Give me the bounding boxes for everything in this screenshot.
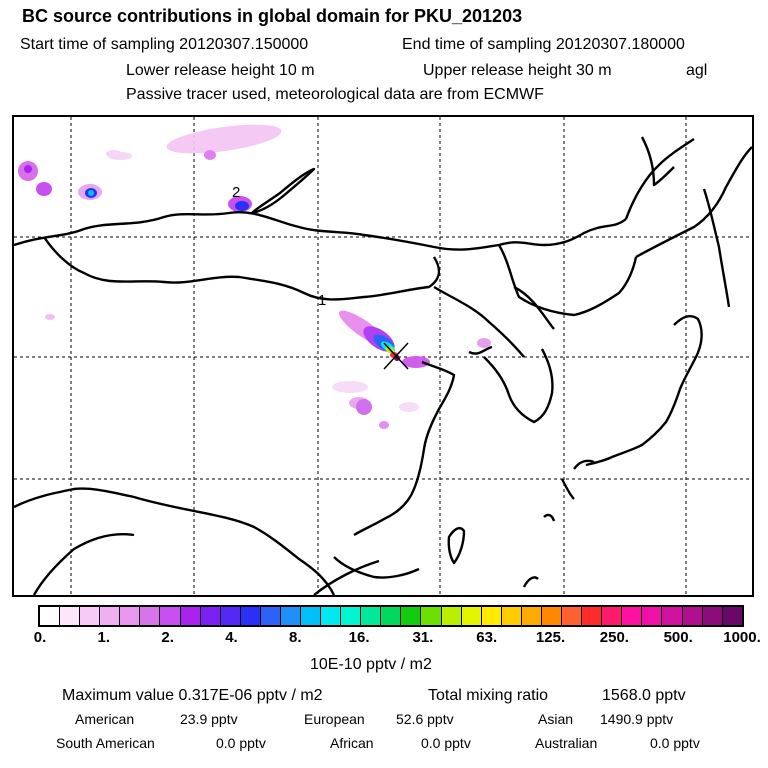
source-contribution-map: 1 2 bbox=[12, 115, 754, 597]
colorbar-segment bbox=[120, 607, 141, 625]
colorbar-segment bbox=[220, 607, 241, 625]
agl-label: agl bbox=[686, 62, 708, 79]
colorbar-tick-label: 2. bbox=[161, 629, 174, 646]
colorbar-tick-label: 31. bbox=[412, 629, 434, 646]
map-title: BC source contributions in global domain… bbox=[22, 6, 523, 26]
european-value: 52.6 pptv bbox=[396, 711, 454, 727]
colorbar-tick-label: 1. bbox=[97, 629, 111, 646]
colorbar-tick-label: 63. bbox=[476, 629, 498, 646]
colorbar-tick-label: 16. bbox=[348, 629, 370, 646]
african-value: 0.0 pptv bbox=[421, 735, 471, 751]
colorbar-segment bbox=[60, 607, 81, 625]
lower-release-label: Lower release height 10 m bbox=[126, 62, 315, 79]
colorbar-tick-label: 125. bbox=[535, 629, 566, 646]
colorbar-segment bbox=[682, 607, 703, 625]
asian-value: 1490.9 pptv bbox=[600, 711, 674, 727]
colorbar-segment bbox=[461, 607, 482, 625]
asian-label: Asian bbox=[538, 711, 574, 727]
colorbar-segment bbox=[341, 607, 362, 625]
upper-release-label: Upper release height 30 m bbox=[423, 62, 612, 79]
colorbar-segment bbox=[501, 607, 522, 625]
max-value-label: Maximum value 0.317E-06 pptv / m2 bbox=[62, 687, 323, 704]
colorbar-tick-label: 0. bbox=[33, 629, 47, 646]
colorbar-segment bbox=[702, 607, 723, 625]
australian-label: Australian bbox=[535, 735, 598, 751]
colorbar-segment bbox=[401, 607, 422, 625]
colorbar-segment bbox=[180, 607, 201, 625]
colorbar-segment bbox=[521, 607, 542, 625]
colorbar-segment bbox=[160, 607, 181, 625]
colorbar-segment bbox=[321, 607, 342, 625]
colorbar-segment bbox=[280, 607, 302, 625]
colorbar-segment bbox=[642, 607, 663, 625]
colorbar-segment bbox=[481, 607, 502, 625]
african-label: African bbox=[330, 735, 374, 751]
colorbar-segment bbox=[381, 607, 402, 625]
colorbar-segment bbox=[441, 607, 462, 625]
colorbar-segment bbox=[140, 607, 161, 625]
colorbar-segment bbox=[622, 607, 643, 625]
australian-value: 0.0 pptv bbox=[650, 735, 700, 751]
colorbar-segment bbox=[421, 607, 442, 625]
total-mixing-label: Total mixing ratio bbox=[428, 687, 549, 704]
south-american-label: South American bbox=[56, 735, 155, 751]
colorbar-tick-label: 4. bbox=[225, 629, 238, 646]
coastlines bbox=[14, 136, 752, 595]
total-mixing-value: 1568.0 pptv bbox=[602, 687, 686, 704]
map-canvas: 1 2 bbox=[14, 117, 752, 595]
colorbar-segment bbox=[722, 607, 742, 625]
colorbar-segment bbox=[301, 607, 322, 625]
contribution-plume bbox=[18, 124, 491, 429]
tracer-note: Passive tracer used, meteorological data… bbox=[126, 86, 544, 103]
marker-label-1: 1 bbox=[318, 292, 326, 309]
colorbar-tick-label: 500. bbox=[663, 629, 693, 646]
colorbar bbox=[38, 605, 744, 627]
colorbar-segment bbox=[200, 607, 221, 625]
colorbar-segment bbox=[361, 607, 382, 625]
start-time-label: Start time of sampling 20120307.150000 bbox=[20, 36, 309, 53]
south-american-value: 0.0 pptv bbox=[216, 735, 266, 751]
colorbar-segment bbox=[662, 607, 683, 625]
colorbar-tick-label: 8. bbox=[289, 629, 302, 646]
x-marker-icon bbox=[383, 342, 409, 370]
colorbar-segment bbox=[602, 607, 623, 625]
marker-label-2: 2 bbox=[232, 184, 240, 201]
colorbar-segment bbox=[541, 607, 563, 625]
colorbar-segment bbox=[40, 607, 61, 625]
colorbar-tick-label: 1000. bbox=[723, 629, 761, 646]
colorbar-segment bbox=[240, 607, 261, 625]
colorbar-units: 10E-10 pptv / m2 bbox=[310, 656, 432, 673]
american-label: American bbox=[75, 711, 135, 727]
european-label: European bbox=[304, 711, 365, 727]
end-time-label: End time of sampling 20120307.180000 bbox=[402, 36, 685, 53]
colorbar-segment bbox=[80, 607, 101, 625]
colorbar-tick-label: 250. bbox=[599, 629, 629, 646]
colorbar-segment bbox=[100, 607, 121, 625]
american-value: 23.9 pptv bbox=[180, 711, 238, 727]
colorbar-segment bbox=[562, 607, 583, 625]
colorbar-segment bbox=[582, 607, 603, 625]
colorbar-segment bbox=[260, 607, 281, 625]
